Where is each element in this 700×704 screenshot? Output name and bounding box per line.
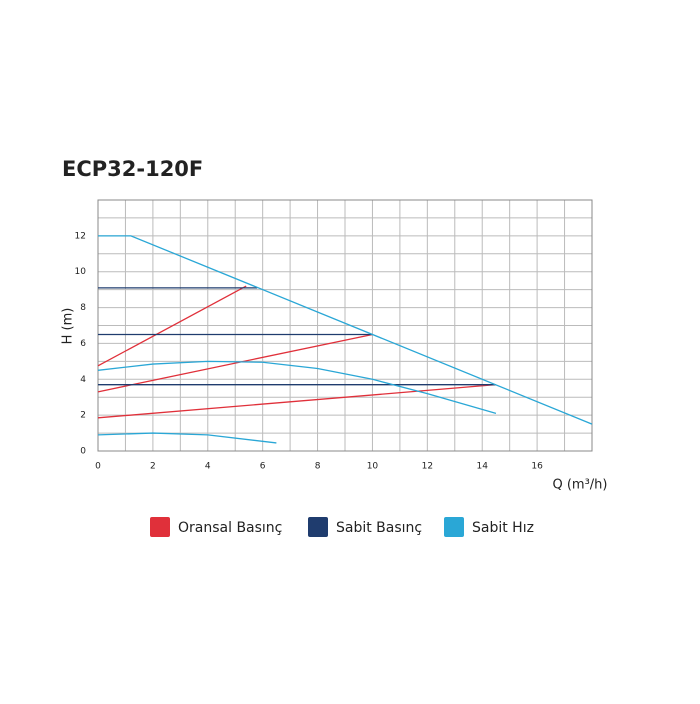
x-tick-label: 8 bbox=[315, 462, 321, 472]
y-tick-label: 6 bbox=[80, 339, 86, 349]
x-tick-label: 12 bbox=[422, 462, 433, 472]
legend-swatch bbox=[150, 517, 170, 537]
plot-frame bbox=[97, 199, 593, 452]
curve bbox=[97, 333, 373, 393]
curve bbox=[97, 360, 497, 414]
y-tick-label: 2 bbox=[80, 411, 86, 421]
y-axis-label: H (m) bbox=[61, 308, 76, 345]
curve bbox=[97, 432, 277, 444]
x-tick-label: 10 bbox=[367, 462, 379, 472]
chart-title: ECP32-120F bbox=[62, 157, 203, 181]
curve bbox=[98, 235, 593, 425]
x-tick-label: 0 bbox=[95, 462, 101, 472]
curve bbox=[97, 285, 247, 367]
x-tick-label: 14 bbox=[476, 462, 488, 472]
legend-swatch bbox=[444, 517, 464, 537]
x-tick-label: 4 bbox=[205, 462, 211, 472]
legend-swatch bbox=[308, 517, 328, 537]
legend-label: Oransal Basınç bbox=[178, 520, 282, 536]
x-axis-label: Q (m³/h) bbox=[552, 478, 607, 493]
legend-label: Sabit Hız bbox=[472, 520, 534, 536]
legend-label: Sabit Basınç bbox=[336, 520, 422, 536]
y-tick-label: 8 bbox=[80, 303, 86, 313]
y-tick-label: 4 bbox=[80, 375, 86, 385]
y-tick-label: 12 bbox=[75, 231, 86, 241]
x-tick-label: 6 bbox=[260, 462, 266, 472]
curve bbox=[97, 384, 496, 419]
y-tick-label: 0 bbox=[80, 447, 86, 457]
x-tick-label: 2 bbox=[150, 462, 156, 472]
y-tick-label: 10 bbox=[75, 267, 87, 277]
x-tick-label: 16 bbox=[531, 462, 543, 472]
